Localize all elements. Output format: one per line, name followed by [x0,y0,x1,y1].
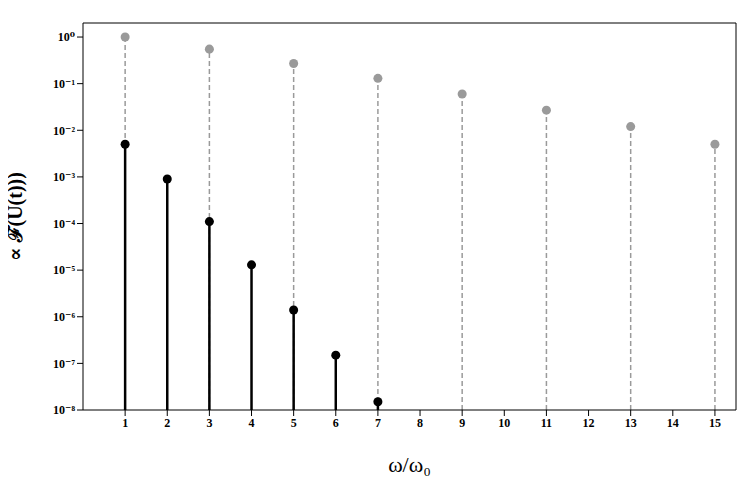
svg-text:10⁻¹: 10⁻¹ [53,77,75,91]
svg-text:2: 2 [164,416,170,430]
svg-text:10⁻⁸: 10⁻⁸ [53,403,75,417]
svg-text:14: 14 [667,416,679,430]
svg-text:4: 4 [249,416,255,430]
svg-text:13: 13 [625,416,637,430]
svg-text:10⁻³: 10⁻³ [53,170,75,184]
svg-text:10⁻²: 10⁻² [53,124,75,138]
svg-text:10: 10 [498,416,510,430]
svg-text:10⁻⁷: 10⁻⁷ [53,357,75,371]
svg-text:10⁻⁶: 10⁻⁶ [53,310,75,324]
svg-text:12: 12 [583,416,595,430]
svg-text:7: 7 [375,416,381,430]
svg-text:∝ ℱ(U(t))): ∝ ℱ(U(t))) [8,172,27,261]
svg-text:1: 1 [122,416,128,430]
svg-text:10⁰: 10⁰ [58,30,75,44]
svg-text:9: 9 [459,416,465,430]
svg-text:10⁻⁵: 10⁻⁵ [53,263,75,277]
svg-text:ω/ω₀: ω/ω₀ [388,452,431,477]
svg-text:15: 15 [709,416,721,430]
svg-text:11: 11 [541,416,552,430]
svg-text:5: 5 [291,416,297,430]
svg-text:10⁻⁴: 10⁻⁴ [53,217,75,231]
svg-text:8: 8 [417,416,423,430]
svg-text:3: 3 [206,416,212,430]
svg-text:6: 6 [333,416,339,430]
